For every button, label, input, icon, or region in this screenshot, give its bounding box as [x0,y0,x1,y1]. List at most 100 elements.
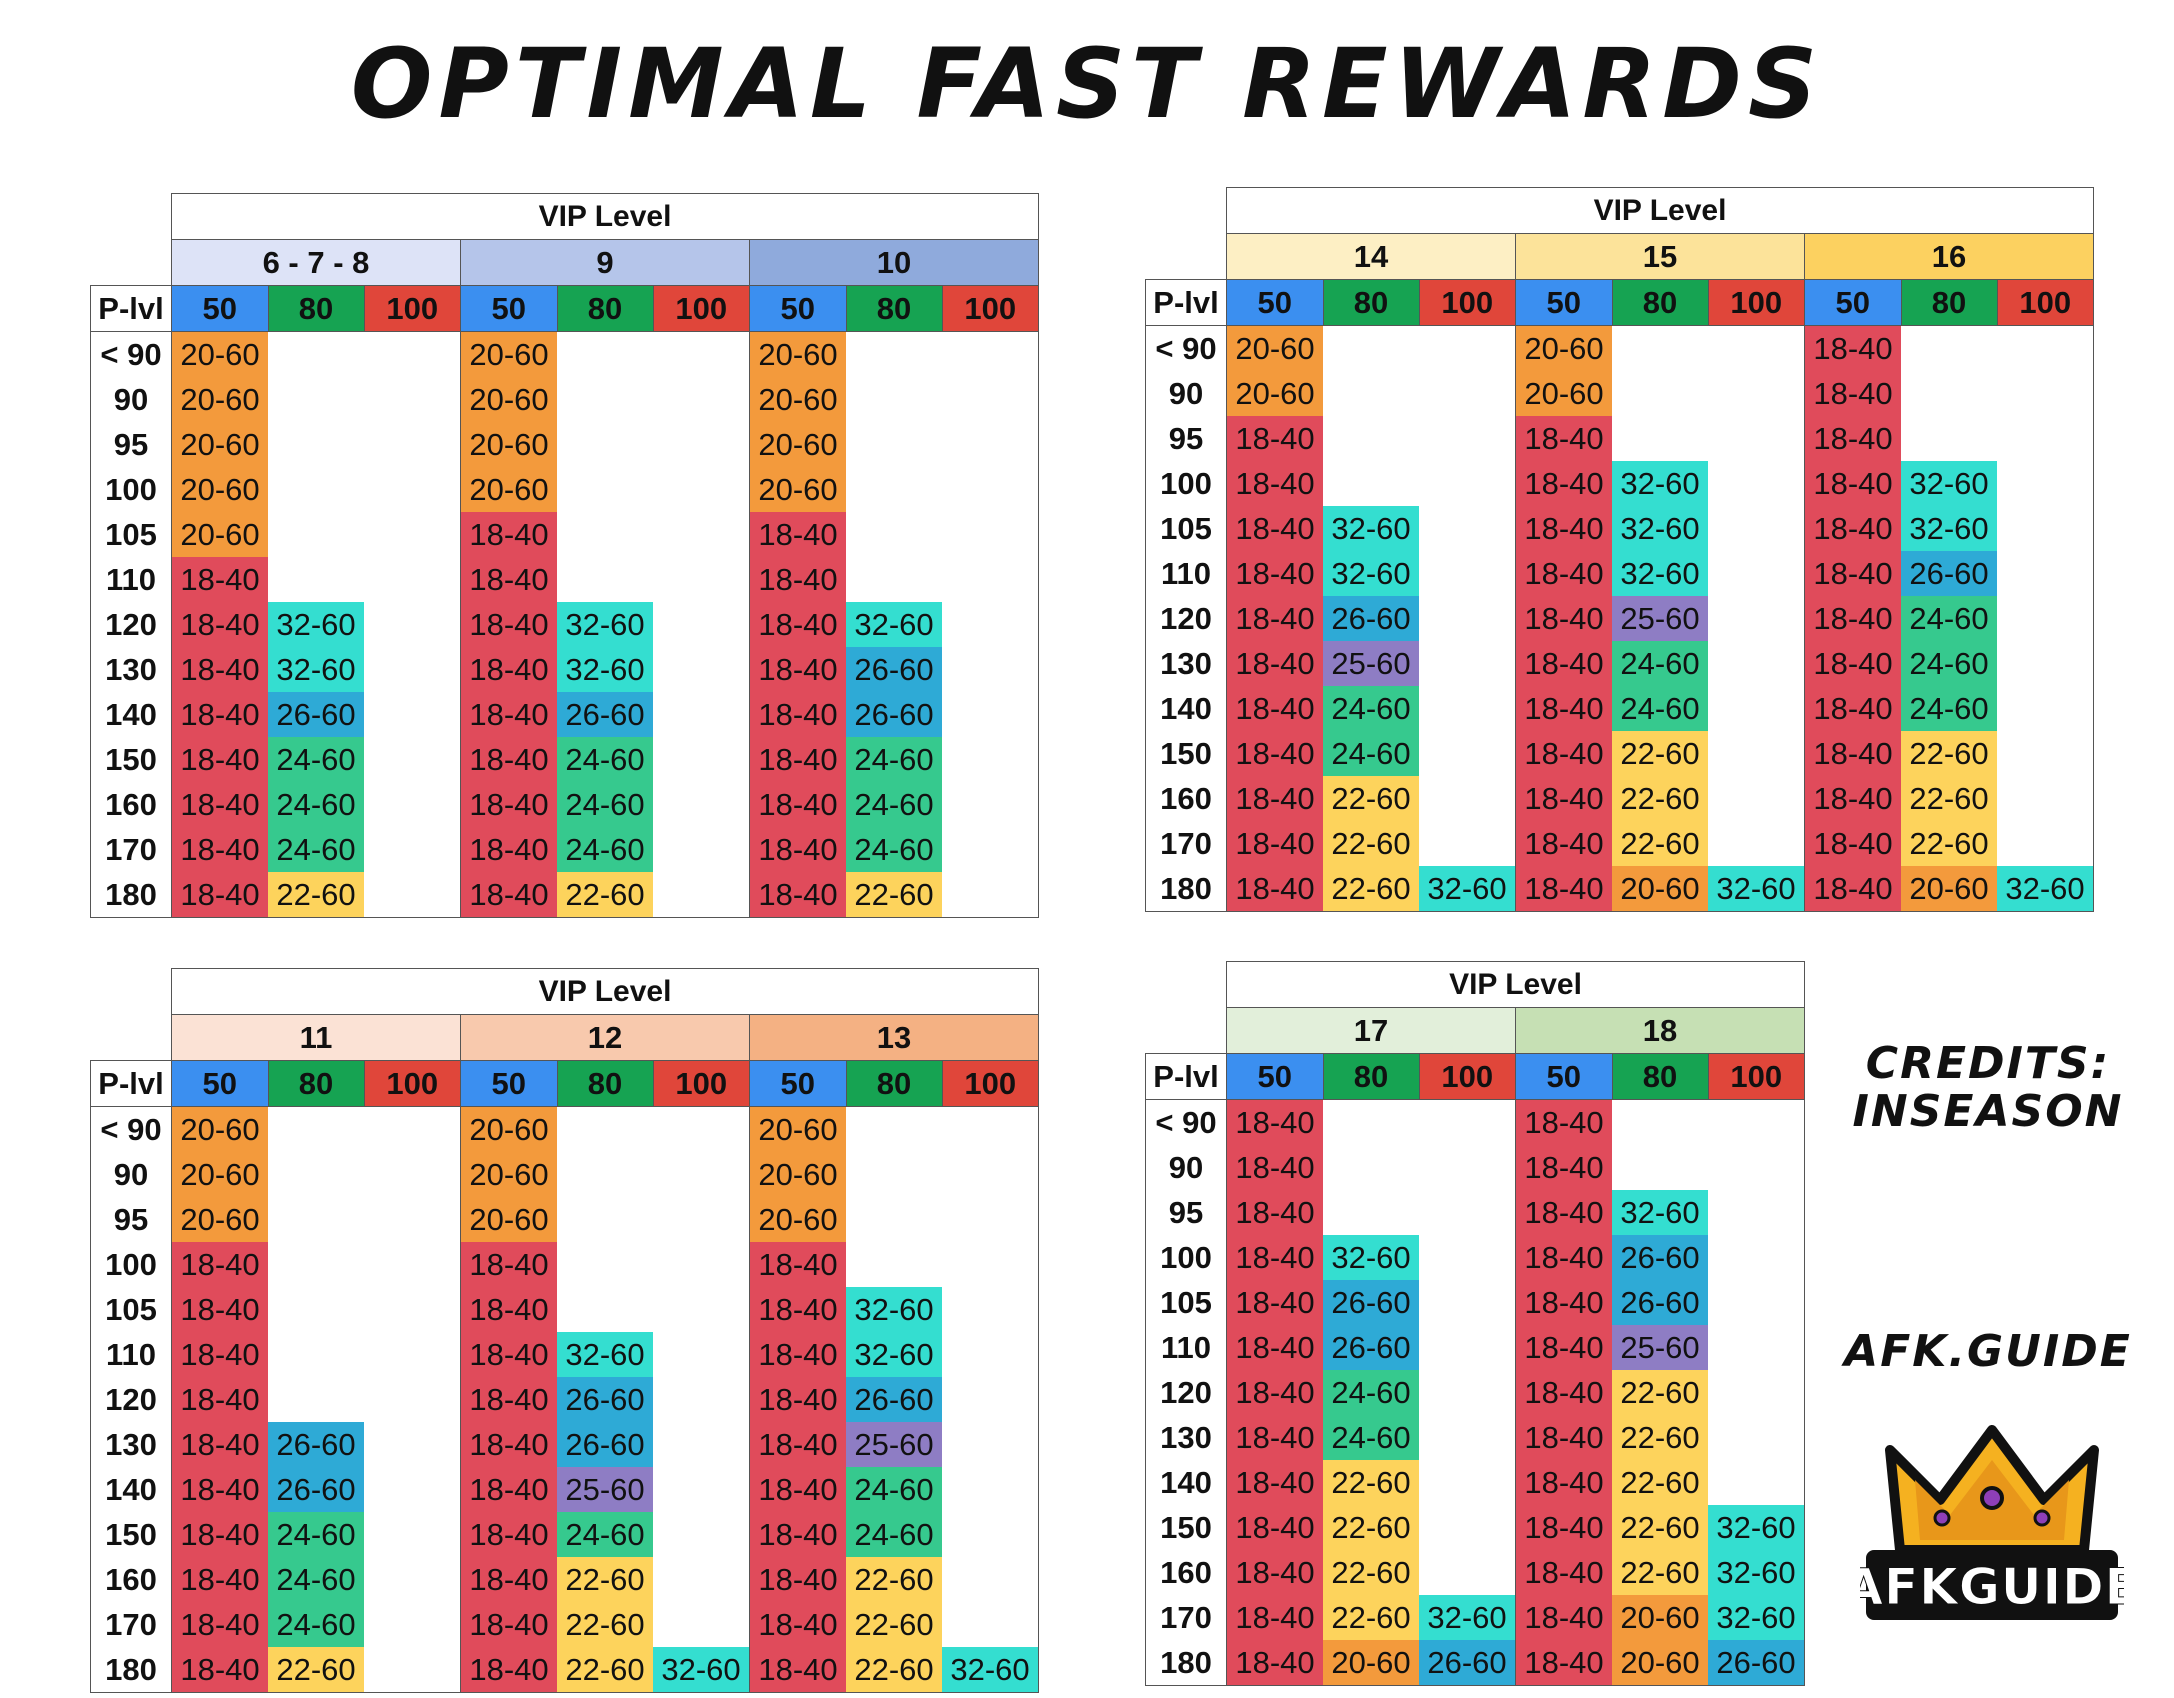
column-header-50: 50 [460,1060,558,1107]
plvl-header: P-lvl [1145,1053,1227,1100]
column-header-100: 100 [941,1060,1039,1107]
column-header-100: 100 [363,285,461,332]
reward-cell [942,377,1039,422]
reward-cell: 26-60 [268,1422,364,1467]
reward-cell [1708,821,1805,866]
reward-cell: 32-60 [557,1332,653,1377]
reward-cell: 32-60 [268,602,364,647]
column-header-50: 50 [171,285,269,332]
reward-cell [942,692,1039,737]
reward-cell: 18-40 [1226,1640,1323,1686]
reward-cell [942,1377,1039,1422]
reward-cell: 18-40 [460,1557,557,1602]
reward-cell [653,737,750,782]
reward-cell: 20-60 [460,467,557,512]
reward-cell [1419,1099,1516,1145]
reward-cell: 18-40 [171,1332,268,1377]
reward-cell: 26-60 [1612,1235,1708,1280]
reward-cell: 24-60 [1323,731,1419,776]
reward-cell: 18-40 [171,692,268,737]
column-header-80: 80 [1322,279,1420,326]
reward-cell [1708,1235,1805,1280]
reward-cell: 18-40 [1804,506,1901,551]
reward-cell: 32-60 [1419,1595,1516,1640]
reward-cell [942,602,1039,647]
reward-cell: 32-60 [1612,1190,1708,1235]
table-row: 110 18-40 18-40 18-40 [90,557,1039,602]
reward-cell [1419,731,1516,776]
table-row: 130 18-40 24-60 18-40 22-60 [1145,1415,1805,1460]
reward-cell: 22-60 [1323,866,1419,912]
reward-cell: 32-60 [1708,1550,1805,1595]
player-level-label: 130 [90,647,172,692]
reward-cell [364,1512,461,1557]
reward-cell: 22-60 [1323,821,1419,866]
reward-cell: 18-40 [1804,416,1901,461]
reward-cell: 18-40 [749,512,846,557]
reward-cell [846,332,942,378]
reward-cell: 18-40 [749,872,846,918]
reward-cell: 18-40 [460,1332,557,1377]
reward-cell: 18-40 [1515,1099,1612,1145]
reward-cell [1997,551,2094,596]
table-row: 180 18-40 20-60 26-60 18-40 20-60 26-60 [1145,1640,1805,1686]
reward-cell: 22-60 [1612,1550,1708,1595]
reward-cell: 18-40 [1515,1370,1612,1415]
corner-blank [91,1015,172,1061]
reward-cell: 18-40 [1226,461,1323,506]
column-header-100: 100 [652,285,750,332]
reward-cell [557,377,653,422]
table-row: 180 18-40 22-60 18-40 22-60 18-40 22-60 [90,872,1039,918]
player-level-label: 100 [1145,1235,1227,1280]
reward-cell: 18-40 [1515,866,1612,912]
player-level-label: 170 [1145,821,1227,866]
reward-cell: 20-60 [749,1152,846,1197]
player-level-label: 90 [90,377,172,422]
reward-cell: 18-40 [171,1602,268,1647]
player-level-label: < 90 [90,331,172,377]
reward-cell: 24-60 [268,827,364,872]
reward-cell [268,332,364,378]
reward-cell: 22-60 [846,1557,942,1602]
reward-cell [1419,1505,1516,1550]
vip-group-header: 17 [1226,1007,1516,1054]
reward-cell [364,1332,461,1377]
reward-cell: 22-60 [1323,1460,1419,1505]
reward-cell [364,1422,461,1467]
vip-group-header: 9 [460,239,750,286]
reward-cell [1901,371,1997,416]
reward-cell: 26-60 [1419,1640,1516,1686]
reward-cell [1419,1460,1516,1505]
table-row: 100 20-60 20-60 20-60 [90,467,1039,512]
table-row: 150 18-40 24-60 18-40 22-60 18-40 22-60 [1145,731,2094,776]
reward-cell [1419,1190,1516,1235]
reward-cell: 18-40 [460,692,557,737]
reward-cell: 18-40 [171,1242,268,1287]
site-name: AFK.GUIDE [1844,1326,2132,1377]
reward-cell [942,1152,1039,1197]
column-header-50: 50 [749,1060,847,1107]
reward-cell [846,557,942,602]
reward-cell: 18-40 [460,737,557,782]
player-level-label: < 90 [1145,1099,1227,1145]
table-row: 180 18-40 22-60 18-40 22-60 32-60 18-40 22-60 32… [90,1647,1039,1693]
reward-cell [268,1287,364,1332]
reward-cell: 18-40 [1226,1145,1323,1190]
reward-cell: 22-60 [268,1647,364,1693]
reward-cell: 18-40 [1804,821,1901,866]
reward-cell [1419,641,1516,686]
reward-cell: 18-40 [1226,1099,1323,1145]
reward-cell: 18-40 [1804,551,1901,596]
reward-cell: 32-60 [557,647,653,692]
player-level-label: 160 [1145,1550,1227,1595]
afkguide-logo: AFKGUIDE [1860,1425,2124,1620]
reward-cell: 26-60 [1323,596,1419,641]
reward-cell [364,1242,461,1287]
table-row: 130 18-40 32-60 18-40 32-60 18-40 26-60 [90,647,1039,692]
reward-cell [1612,416,1708,461]
table-row: 150 18-40 22-60 18-40 22-60 32-60 [1145,1505,1805,1550]
reward-cell: 18-40 [749,1377,846,1422]
reward-cell: 18-40 [1804,596,1901,641]
reward-cell [653,1242,750,1287]
reward-cell: 18-40 [749,737,846,782]
